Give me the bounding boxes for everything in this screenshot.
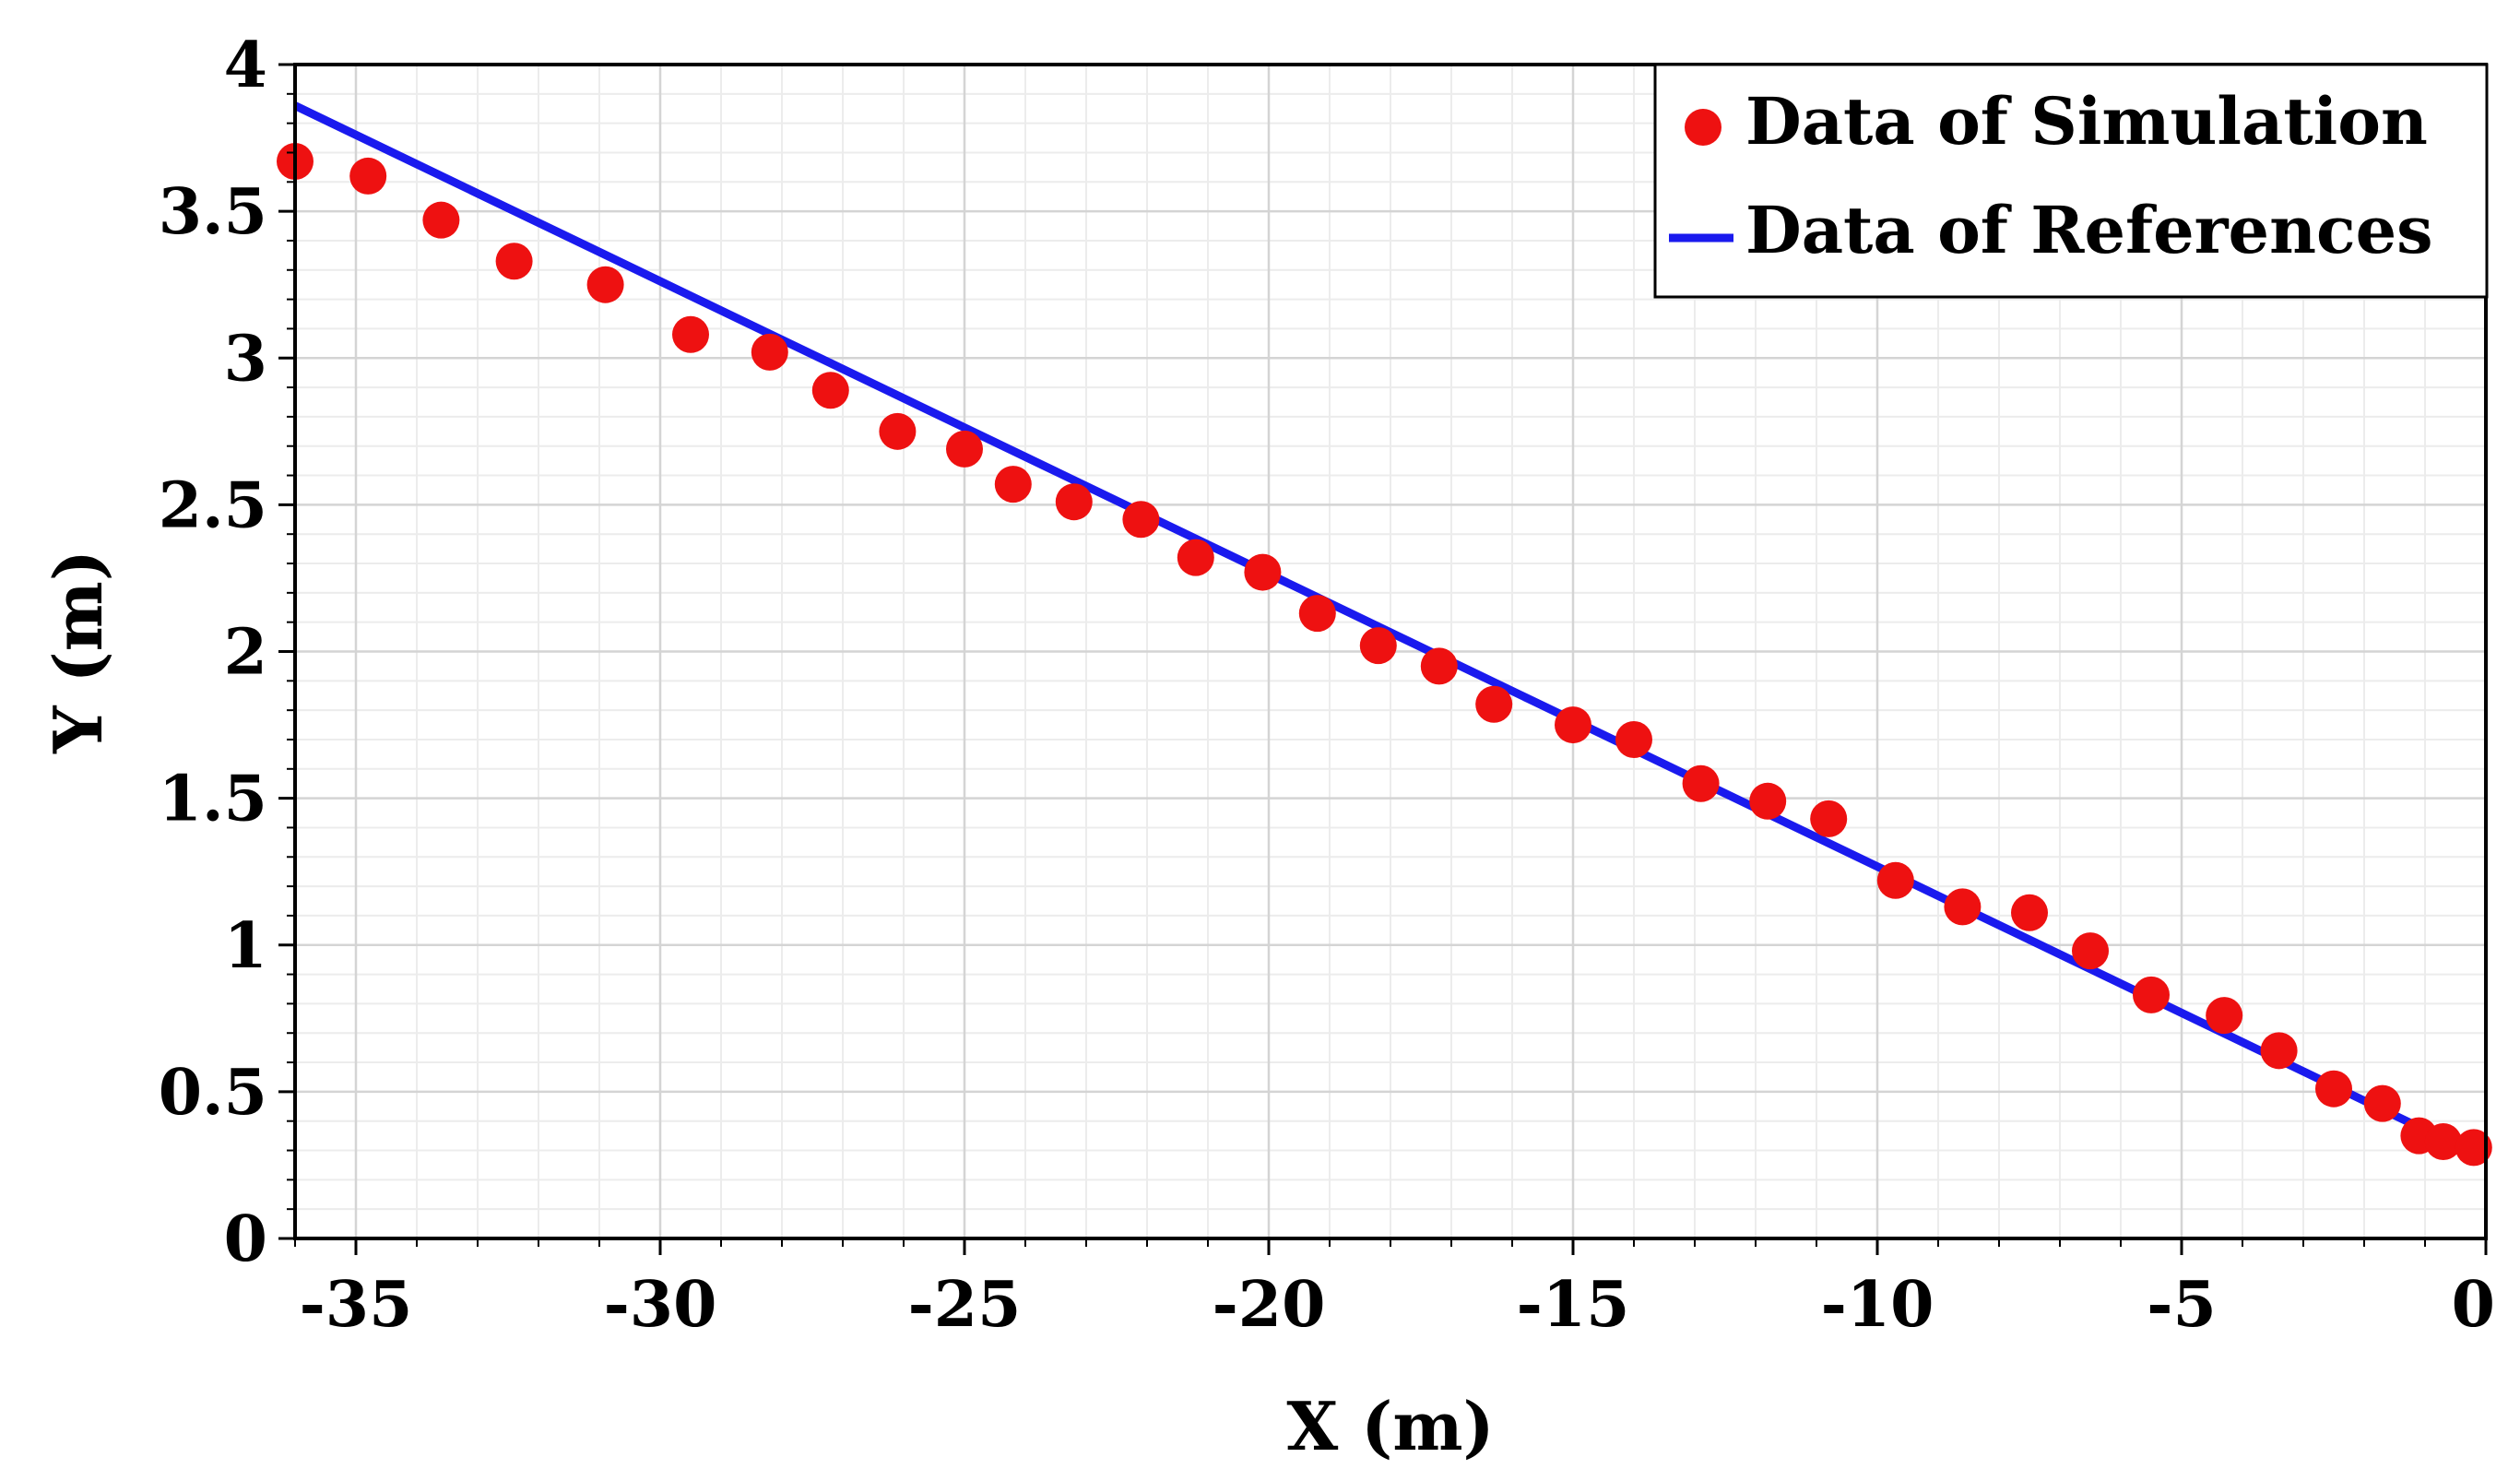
simulation-point [1876, 861, 1914, 899]
simulation-point [1944, 888, 1982, 926]
simulation-point [2315, 1070, 2352, 1108]
simulation-point [1298, 595, 1336, 633]
y-tick-label: 1 [224, 909, 267, 983]
x-tick-label: 0 [2452, 1268, 2495, 1342]
x-tick-label: -35 [300, 1268, 413, 1342]
simulation-point [672, 315, 709, 353]
y-axis-tick-labels: 0 0.5 1 1.5 2 2.5 3 3.5 4 [159, 29, 267, 1276]
simulation-point [349, 157, 387, 195]
simulation-point [2455, 1129, 2492, 1167]
simulation-point [1749, 782, 1787, 820]
simulation-point [946, 430, 983, 468]
simulation-point [1555, 706, 1591, 744]
legend-box [1653, 63, 2489, 299]
simulation-point [1682, 764, 1720, 802]
simulation-point [2363, 1084, 2401, 1122]
simulation-point [2206, 997, 2243, 1035]
x-tick-label: -5 [2147, 1268, 2217, 1342]
x-axis-title: X (m) [1286, 1387, 1494, 1465]
x-tick-label: -10 [1821, 1268, 1934, 1342]
y-axis-title: Y (m) [39, 550, 117, 754]
simulation-point [994, 466, 1032, 504]
y-tick-label: 3 [224, 322, 267, 396]
x-tick-label: -15 [1517, 1268, 1630, 1342]
simulation-point [1177, 539, 1214, 576]
axis-ticks [278, 63, 2488, 1255]
simulation-point [751, 333, 788, 371]
y-tick-label: 3.5 [159, 175, 267, 249]
simulation-point [1244, 553, 1282, 591]
simulation-point [1359, 627, 1397, 665]
x-tick-label: -20 [1213, 1268, 1326, 1342]
simulation-point [811, 372, 849, 409]
simulation-point [2260, 1032, 2298, 1070]
legend: Data of Simulation Data of References [1653, 63, 2489, 299]
simulation-point [1810, 800, 1848, 837]
y-tick-label: 4 [224, 29, 267, 102]
y-tick-label: 0 [224, 1203, 267, 1276]
y-tick-label: 2.5 [159, 468, 267, 542]
simulation-point [2424, 1122, 2462, 1160]
simulation-point [1122, 501, 1160, 539]
x-tick-label: -30 [604, 1268, 717, 1342]
legend-label-simulation: Data of Simulation [1745, 83, 2428, 160]
simulation-point [2133, 976, 2170, 1013]
simulation-point [422, 201, 460, 239]
x-axis-tick-labels: -35 -30 -25 -20 -15 -10 -5 0 [300, 1268, 2495, 1342]
simulation-point [1615, 720, 1652, 758]
x-tick-label: -25 [908, 1268, 1022, 1342]
y-tick-label: 0.5 [159, 1056, 267, 1130]
simulation-point [1475, 685, 1513, 723]
simulation-point [879, 412, 917, 450]
simulation-point [495, 243, 533, 280]
legend-label-references: Data of References [1745, 192, 2433, 268]
simulation-point [586, 266, 624, 303]
simulation-point [2072, 932, 2109, 970]
simulation-point [1420, 647, 1458, 685]
y-tick-label: 1.5 [159, 763, 267, 836]
simulation-point [1055, 483, 1093, 521]
y-tick-label: 2 [224, 616, 267, 690]
legend-marker-simulation [1685, 109, 1721, 146]
simulation-series [277, 143, 2492, 1167]
simulation-point [2011, 894, 2048, 931]
